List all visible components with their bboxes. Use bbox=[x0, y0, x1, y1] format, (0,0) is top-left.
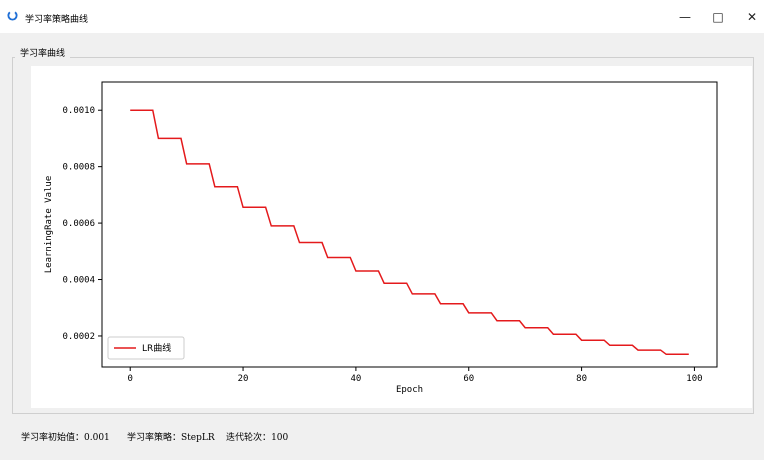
lr-curve-groupbox bbox=[12, 57, 754, 414]
plot-frame bbox=[101, 81, 718, 368]
plot-area: 0 20 40 60 80 100 0.0002 0.0004 0.0006 0.0008 0.00… bbox=[31, 66, 752, 408]
legend-label: LR曲线 bbox=[142, 342, 171, 354]
groupbox-title: 学习率曲线 bbox=[15, 46, 71, 59]
y-axis-label: LearningRate Value bbox=[44, 176, 54, 274]
lr-series-line bbox=[130, 109, 689, 356]
x-tick-label: 20 bbox=[238, 374, 249, 384]
y-tick-label: 0.0002 bbox=[62, 332, 95, 342]
legend-box bbox=[107, 336, 185, 360]
lr-policy-label: 学习率策略： bbox=[126, 433, 181, 443]
epochs-label: 迭代轮次： bbox=[226, 433, 272, 443]
title-bar: 学习率策略曲线 — □ ✕ bbox=[0, 0, 764, 33]
x-tick-label: 60 bbox=[463, 374, 474, 384]
lr-policy-value: StepLR bbox=[180, 433, 215, 443]
lr-chart: 0 20 40 60 80 100 0.0002 0.0004 0.0006 0.0008 0.00… bbox=[44, 81, 718, 395]
close-button[interactable]: ✕ bbox=[746, 10, 758, 24]
status-line: 学习率初始值：0.001 学习率策略：StepLR 迭代轮次：100 bbox=[21, 430, 288, 443]
y-tick-label: 0.0006 bbox=[62, 219, 95, 229]
y-tick-label: 0.0010 bbox=[62, 106, 95, 116]
maximize-button[interactable]: □ bbox=[712, 10, 724, 24]
initial-lr-value: 0.001 bbox=[84, 433, 110, 443]
minimize-button[interactable]: — bbox=[679, 10, 691, 24]
x-tick-label: 0 bbox=[128, 374, 133, 384]
x-tick-label: 40 bbox=[350, 374, 361, 384]
x-tick-label: 80 bbox=[576, 374, 587, 384]
x-tick-label: 100 bbox=[686, 374, 702, 384]
window-title: 学习率策略曲线 bbox=[25, 15, 89, 25]
y-tick-label: 0.0004 bbox=[62, 276, 95, 286]
epochs-value: 100 bbox=[271, 433, 289, 443]
y-tick-label: 0.0008 bbox=[62, 163, 95, 173]
x-axis-label: Epoch bbox=[396, 385, 423, 395]
initial-lr-label: 学习率初始值： bbox=[21, 433, 85, 443]
app-icon bbox=[7, 10, 18, 21]
